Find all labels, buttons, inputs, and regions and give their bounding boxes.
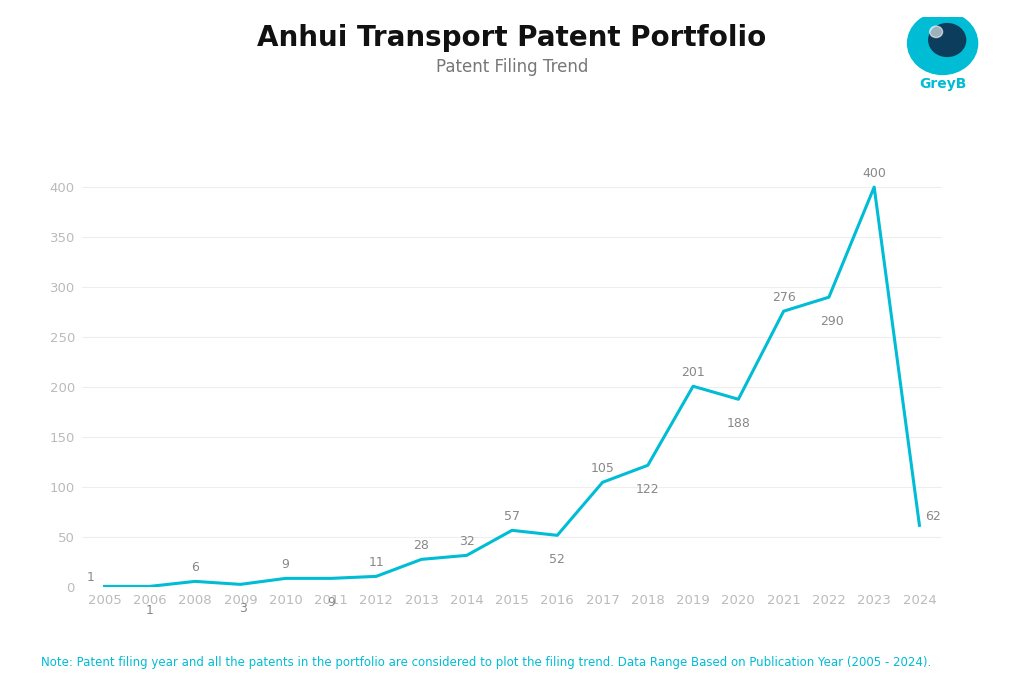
Text: Note: Patent filing year and all the patents in the portfolio are considered to : Note: Patent filing year and all the pat…: [41, 656, 931, 669]
Text: 11: 11: [369, 557, 384, 570]
Text: 1: 1: [145, 604, 154, 617]
Text: 122: 122: [636, 484, 659, 497]
Text: 52: 52: [549, 553, 565, 566]
Text: 188: 188: [726, 417, 751, 430]
Text: 201: 201: [681, 366, 705, 379]
Text: 28: 28: [414, 540, 429, 553]
Circle shape: [929, 24, 966, 57]
Text: 9: 9: [327, 596, 335, 609]
Text: 1: 1: [87, 570, 94, 583]
Text: 62: 62: [926, 510, 941, 522]
Text: 9: 9: [282, 559, 290, 572]
Text: 400: 400: [862, 167, 886, 180]
Text: 276: 276: [772, 291, 796, 304]
Circle shape: [907, 12, 978, 74]
Text: 57: 57: [504, 510, 520, 523]
Text: GreyB: GreyB: [919, 77, 967, 92]
Text: Patent Filing Trend: Patent Filing Trend: [436, 58, 588, 76]
Text: 3: 3: [240, 602, 247, 615]
Text: Anhui Transport Patent Portfolio: Anhui Transport Patent Portfolio: [257, 24, 767, 52]
Text: 290: 290: [820, 316, 844, 329]
Text: 105: 105: [591, 462, 614, 475]
Circle shape: [930, 26, 942, 38]
Text: 32: 32: [459, 535, 474, 548]
Text: 6: 6: [191, 561, 199, 574]
